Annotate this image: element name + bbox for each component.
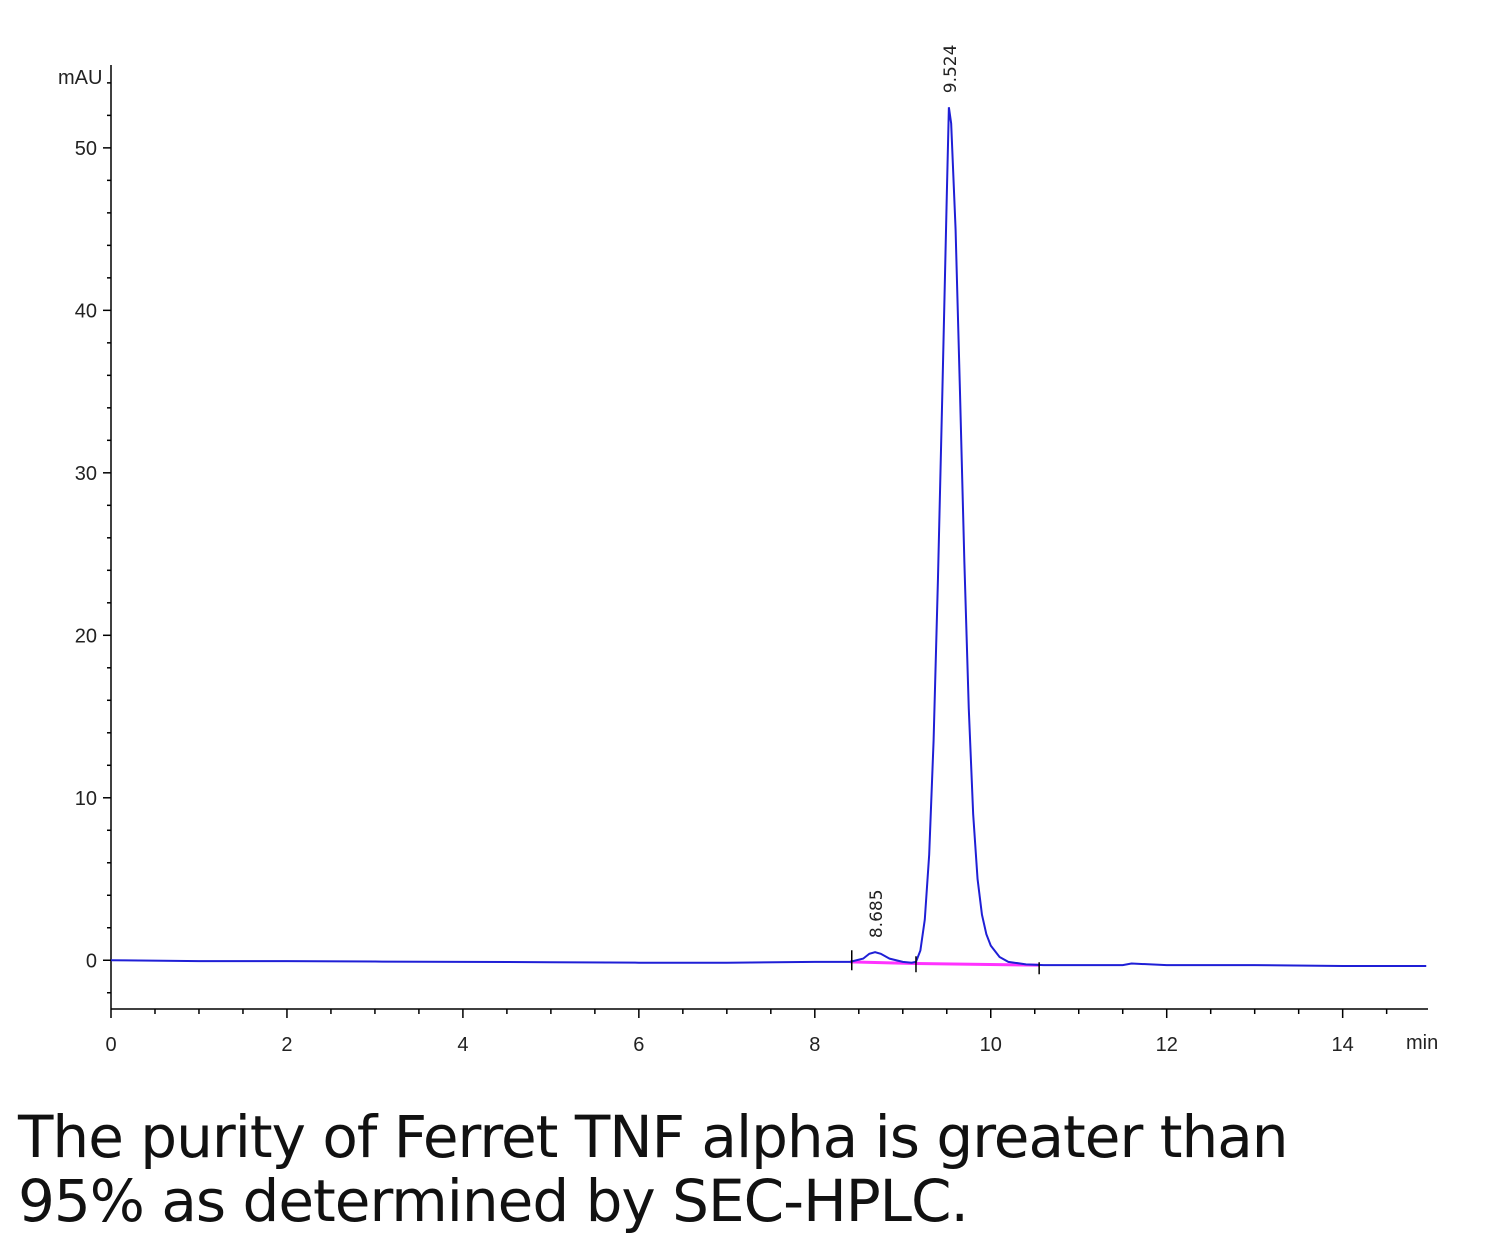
x-tick-label: 12 — [1156, 1034, 1178, 1056]
peak-label: 9.524 — [941, 45, 961, 94]
y-tick-label: 50 — [75, 138, 97, 160]
caption: The purity of Ferret TNF alpha is greate… — [18, 1103, 1289, 1235]
caption-line: 95% as determined by SEC-HPLC. — [18, 1167, 969, 1235]
x-unit-label: min — [1406, 1032, 1438, 1054]
y-tick-label: 30 — [75, 463, 97, 485]
x-tick-label: 6 — [633, 1034, 644, 1056]
x-tick-label: 8 — [809, 1034, 820, 1056]
y-tick-label: 0 — [86, 950, 97, 972]
caption-line: The purity of Ferret TNF alpha is greate… — [18, 1103, 1289, 1171]
y-tick-label: 40 — [75, 300, 97, 322]
chart: mAU 0 10 20 30 40 50 0 2 4 6 8 10 12 14 min 8.685 9.524 — [58, 45, 1438, 1056]
x-tick-label: 14 — [1332, 1034, 1354, 1056]
x-tick-label: 0 — [105, 1034, 116, 1056]
signal-line — [110, 107, 1427, 967]
x-tick-label: 2 — [281, 1034, 292, 1056]
x-tick-label: 4 — [457, 1034, 468, 1056]
peak-label: 8.685 — [867, 889, 887, 938]
y-tick-label: 20 — [75, 625, 97, 647]
y-tick-label: 10 — [75, 788, 97, 810]
y-unit-label: mAU — [58, 67, 102, 89]
x-tick-label: 10 — [980, 1034, 1002, 1056]
